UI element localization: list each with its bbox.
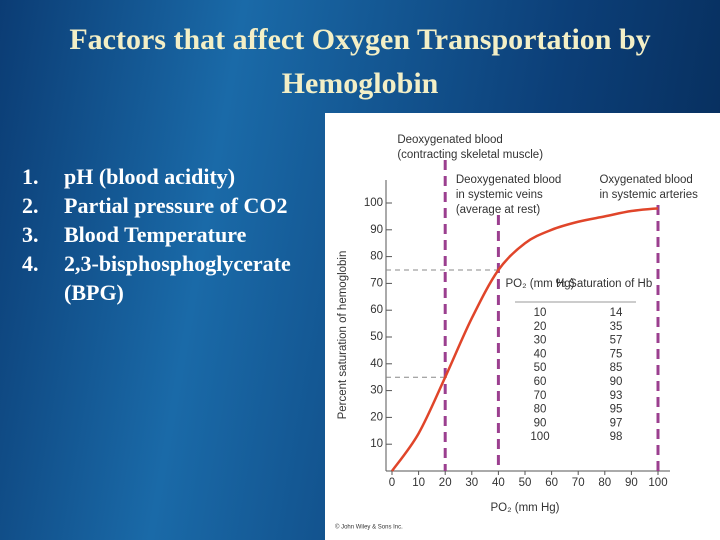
item-text: Blood Temperature — [64, 222, 247, 247]
annotation: in systemic veins — [456, 189, 543, 201]
x-tick-label: 20 — [439, 477, 452, 489]
table-cell: 95 — [610, 404, 623, 416]
item-number: 1. — [22, 164, 39, 189]
table-cell: 57 — [610, 335, 623, 347]
annotation: in systemic arteries — [599, 189, 698, 201]
list-item: 3. Blood Temperature — [22, 220, 322, 249]
table-cell: 20 — [534, 321, 547, 333]
list-item: 2. Partial pressure of CO2 — [22, 191, 322, 220]
item-number: 2. — [22, 193, 39, 218]
x-tick-label: 60 — [545, 477, 558, 489]
table-cell: 70 — [534, 390, 547, 402]
y-tick-label: 50 — [370, 331, 383, 343]
list-item: 1. pH (blood acidity) — [22, 162, 322, 191]
table-cell: 80 — [534, 404, 547, 416]
annotation: Deoxygenated blood — [397, 134, 503, 146]
table-cell: 60 — [534, 376, 547, 388]
x-tick-label: 40 — [492, 477, 505, 489]
y-tick-label: 100 — [364, 197, 383, 209]
annotation: (contracting skeletal muscle) — [397, 149, 543, 161]
x-tick-label: 100 — [648, 477, 667, 489]
table-bg — [510, 268, 640, 446]
item-text: 2,3-bisphosphoglycerate (BPG) — [64, 251, 291, 305]
item-text: pH (blood acidity) — [64, 164, 236, 189]
table-cell: 75 — [610, 348, 623, 360]
table-cell: 14 — [610, 307, 623, 319]
table-cell: 90 — [534, 417, 547, 429]
table-cell: 100 — [530, 431, 549, 443]
x-axis-label: PO₂ (mm Hg) — [491, 502, 560, 514]
item-number: 3. — [22, 222, 39, 247]
x-tick-label: 90 — [625, 477, 638, 489]
table-header: % Saturation of Hb — [556, 278, 653, 290]
curve — [390, 207, 659, 472]
x-tick-label: 50 — [519, 477, 532, 489]
item-text: Partial pressure of CO2 — [64, 193, 288, 218]
table-cell: 98 — [610, 431, 623, 443]
y-tick-label: 10 — [370, 438, 383, 450]
table-cell: 30 — [534, 335, 547, 347]
x-tick-label: 30 — [465, 477, 478, 489]
y-tick-label: 70 — [370, 277, 383, 289]
list-item: 4. 2,3-bisphosphoglycerate (BPG) — [22, 249, 322, 307]
table-cell: 40 — [534, 348, 547, 360]
y-axis-label: Percent saturation of hemoglobin — [337, 251, 349, 420]
table-header: PO₂ (mm Hg) — [506, 278, 575, 290]
table-cell: 10 — [534, 307, 547, 319]
y-tick-label: 40 — [370, 358, 383, 370]
factor-list: 1. pH (blood acidity) 2. Partial pressure o… — [22, 162, 322, 307]
y-tick-label: 80 — [370, 251, 383, 263]
table-cell: 50 — [534, 362, 547, 374]
credit: © John Wiley & Sons Inc. — [335, 524, 403, 531]
x-tick-label: 70 — [572, 477, 585, 489]
table-cell: 93 — [610, 390, 623, 402]
table-cell: 97 — [610, 417, 623, 429]
x-tick-label: 80 — [598, 477, 611, 489]
annotation: Deoxygenated blood — [456, 174, 561, 186]
annotation: Oxygenated blood — [599, 174, 692, 186]
item-number: 4. — [22, 251, 39, 276]
y-tick-label: 20 — [370, 411, 383, 423]
y-tick-label: 30 — [370, 385, 383, 397]
x-tick-label: 0 — [389, 477, 395, 489]
table-cell: 35 — [610, 321, 623, 333]
table-cell: 85 — [610, 362, 623, 374]
slide-title: Factors that affect Oxygen Transportatio… — [69, 23, 651, 100]
y-tick-label: 60 — [370, 304, 383, 316]
annotation: (average at rest) — [456, 204, 541, 216]
y-tick-label: 90 — [370, 224, 383, 236]
table-cell: 90 — [610, 376, 623, 388]
x-tick-label: 10 — [412, 477, 425, 489]
